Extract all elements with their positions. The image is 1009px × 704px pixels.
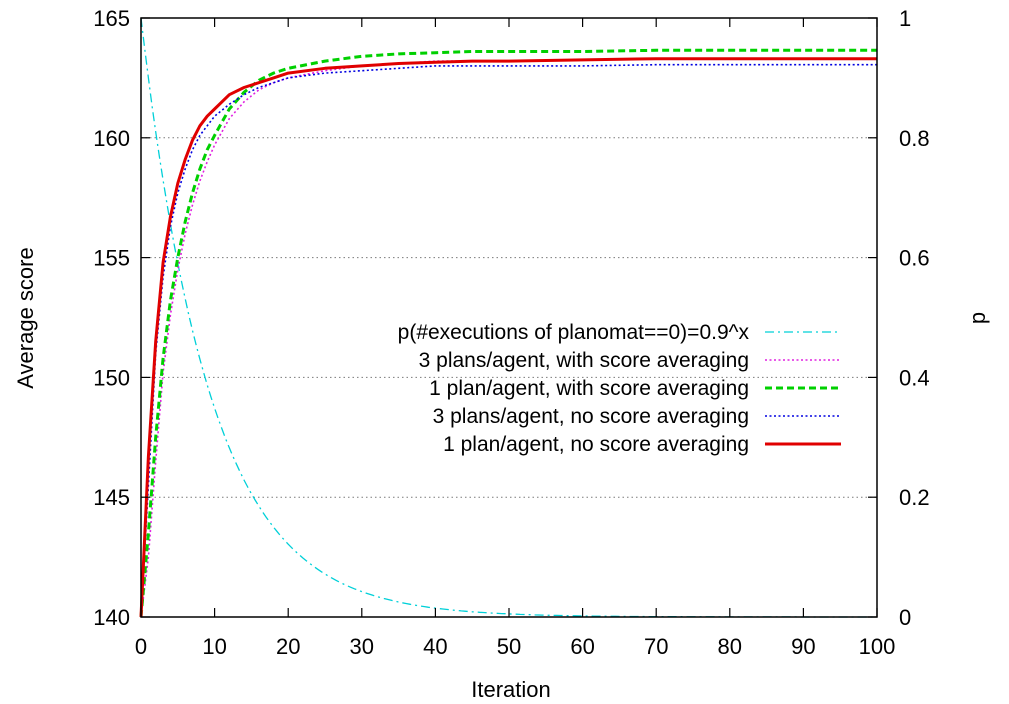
y-tick-label: 150 xyxy=(93,365,130,390)
legend-label: 1 plan/agent, no score averaging xyxy=(443,433,749,456)
x-tick-label: 100 xyxy=(859,634,896,659)
y2-tick-label: 0.8 xyxy=(899,126,930,151)
y-tick-label: 165 xyxy=(93,6,130,31)
y-axis-label: Average score xyxy=(13,247,38,388)
y2-tick-label: 0.4 xyxy=(899,365,930,390)
y2-axis-label: p xyxy=(965,312,990,324)
x-tick-label: 70 xyxy=(644,634,668,659)
y2-tick-label: 0.2 xyxy=(899,485,930,510)
x-tick-label: 90 xyxy=(791,634,815,659)
y2-tick-label: 0 xyxy=(899,605,911,630)
x-tick-label: 50 xyxy=(497,634,521,659)
legend: p(#executions of planomat==0)=0.9^x 3 pla… xyxy=(398,321,841,456)
y-tick-label: 160 xyxy=(93,126,130,151)
x-axis-label: Iteration xyxy=(471,677,551,702)
series-line-3 xyxy=(139,48,877,618)
x-tick-label: 60 xyxy=(570,634,594,659)
y-tick-label: 140 xyxy=(93,605,130,630)
series-line-5 xyxy=(139,57,877,618)
series-layer xyxy=(139,17,877,618)
y-tick-label: 155 xyxy=(93,246,130,271)
legend-label: 3 plans/agent, no score averaging xyxy=(433,405,749,428)
x-tick-label: 20 xyxy=(276,634,300,659)
y2-tick-label: 0.6 xyxy=(899,246,930,271)
x-tick-label: 80 xyxy=(718,634,742,659)
plot-frame xyxy=(140,17,878,618)
legend-label: 3 plans/agent, with score averaging xyxy=(419,349,749,372)
x-tick-label: 30 xyxy=(350,634,374,659)
y2-tick-label: 1 xyxy=(899,6,911,31)
series-line-1 xyxy=(140,17,877,618)
legend-label: p(#executions of planomat==0)=0.9^x xyxy=(398,321,750,344)
legend-label: 1 plan/agent, with score averaging xyxy=(429,377,749,400)
x-tick-label: 0 xyxy=(135,634,147,659)
grid-layer xyxy=(141,137,877,498)
x-tick-label: 10 xyxy=(202,634,226,659)
y-tick-label: 145 xyxy=(93,485,130,510)
x-tick-label: 40 xyxy=(423,634,447,659)
